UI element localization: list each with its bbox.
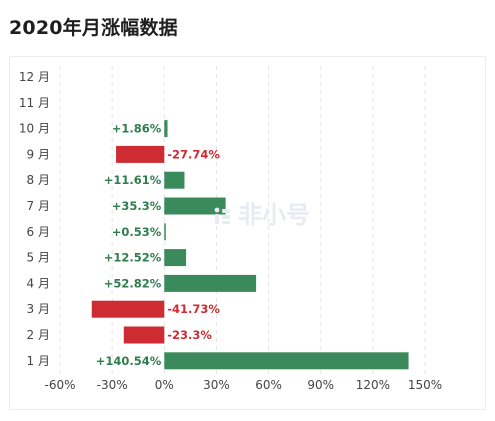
bar	[123, 326, 165, 344]
bar	[164, 120, 168, 138]
data-label: -41.73%	[167, 302, 220, 316]
data-label: -23.3%	[167, 328, 212, 342]
x-tick-label: 150%	[408, 378, 442, 392]
data-label: +11.61%	[104, 173, 162, 187]
bar	[91, 300, 165, 318]
bar	[164, 171, 185, 189]
category-label: 3 月	[27, 302, 50, 316]
data-label: +0.53%	[112, 225, 162, 239]
x-tick-label: 0%	[155, 378, 174, 392]
data-label: -27.74%	[167, 147, 220, 161]
x-tick-label: 60%	[255, 378, 282, 392]
category-label: 8 月	[27, 173, 50, 187]
category-label: 12 月	[19, 70, 50, 84]
category-label: 6 月	[27, 225, 50, 239]
category-label: 10 月	[19, 122, 50, 136]
category-label: 9 月	[27, 147, 50, 161]
data-label: +35.3%	[112, 199, 162, 213]
x-tick-label: 30%	[203, 378, 230, 392]
x-tick-label: -30%	[97, 378, 128, 392]
data-label: +52.82%	[104, 276, 162, 290]
x-tick-label: 90%	[307, 378, 334, 392]
category-label: 7 月	[27, 199, 50, 213]
bar	[164, 274, 257, 292]
category-label: 11 月	[19, 96, 50, 110]
data-label: +140.54%	[96, 354, 162, 368]
bar	[164, 352, 409, 370]
category-label: 4 月	[27, 276, 50, 290]
data-label: +12.52%	[104, 251, 162, 265]
bar	[164, 223, 166, 241]
chart-card	[9, 56, 486, 410]
data-label: +1.86%	[112, 122, 162, 136]
category-label: 1 月	[27, 354, 50, 368]
category-label: 2 月	[27, 328, 50, 342]
bar	[164, 249, 187, 267]
bar	[116, 145, 165, 163]
page-title: 2020年月涨幅数据	[9, 17, 178, 39]
x-tick-label: 120%	[356, 378, 390, 392]
bar	[164, 197, 226, 215]
x-tick-label: -60%	[44, 378, 75, 392]
category-label: 5 月	[27, 251, 50, 265]
